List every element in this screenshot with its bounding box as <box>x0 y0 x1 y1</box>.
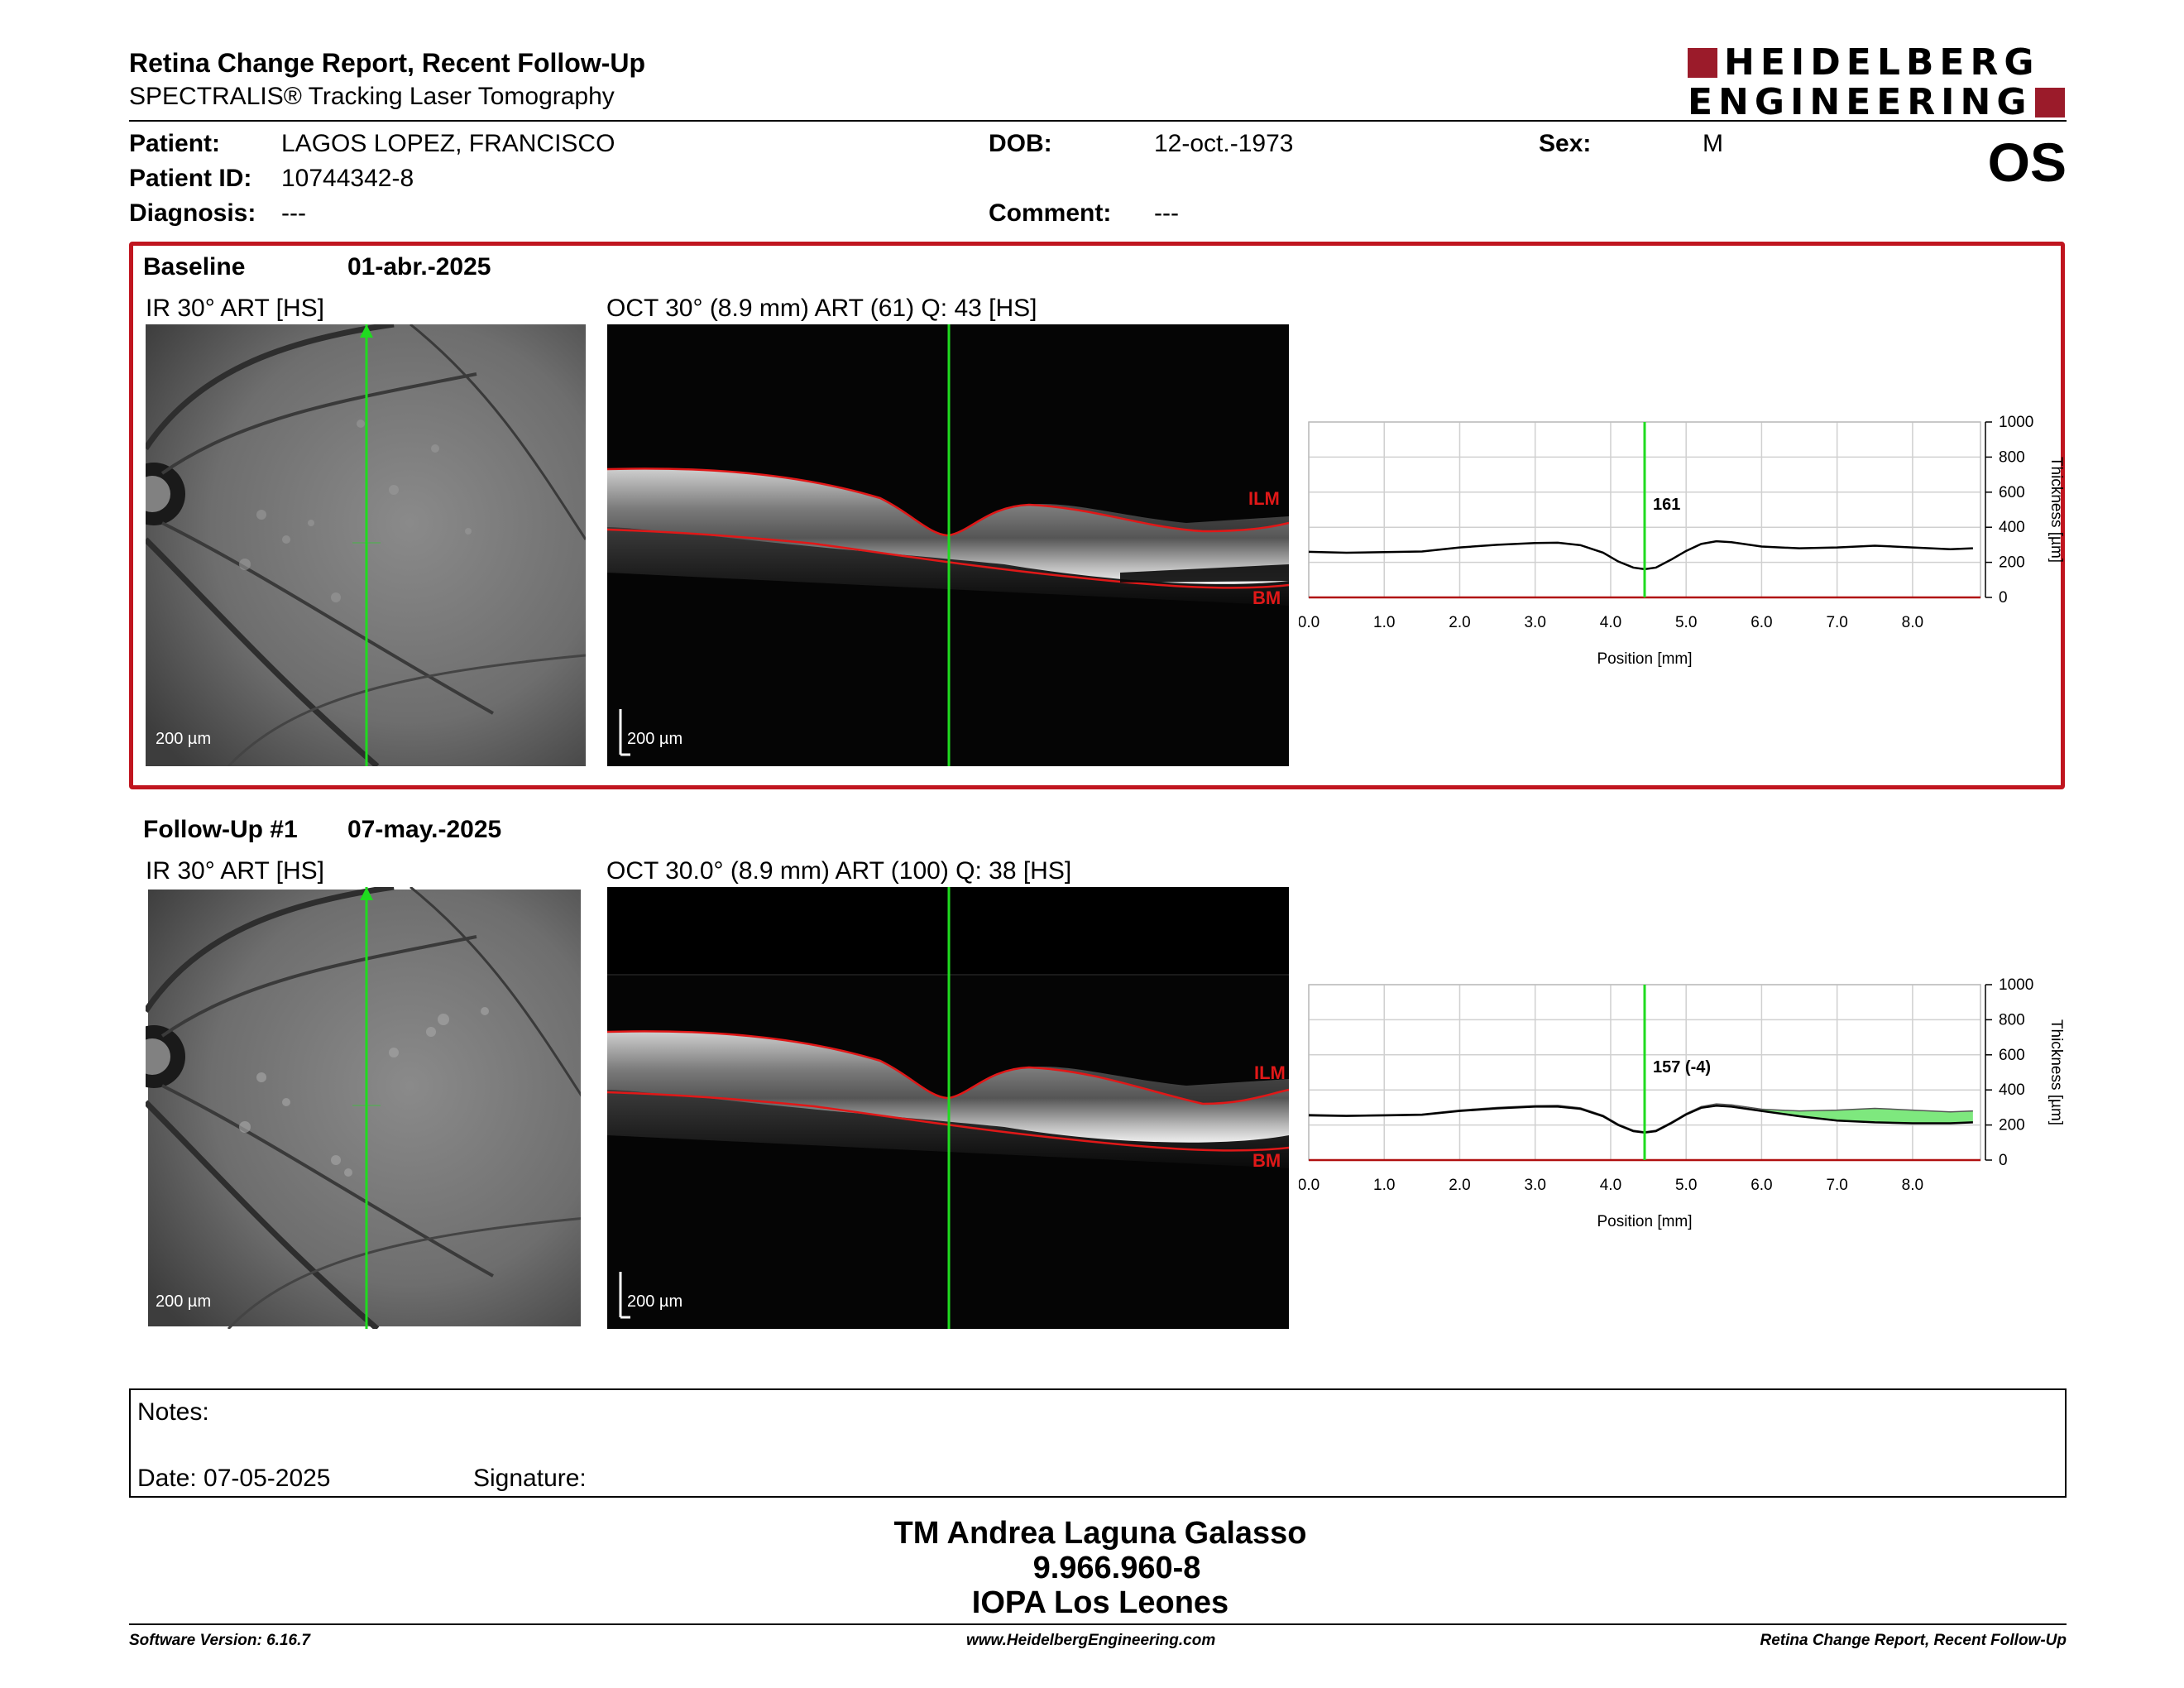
x-axis-label: Position [mm] <box>1597 1213 1692 1230</box>
baseline-oct-scale-bar: 200 µm <box>627 730 683 748</box>
baseline-highlight-box <box>129 242 2065 789</box>
followup-bm-label: BM <box>1252 1150 1281 1171</box>
baseline-oct-bscan-image[interactable]: ILM BM 200 µm <box>607 324 1289 766</box>
comment-label: Comment: <box>989 199 1112 227</box>
signer-institution: IOPA Los Leones <box>971 1585 1229 1620</box>
x-tick-label: 3.0 <box>1524 614 1545 631</box>
x-tick-label: 3.0 <box>1524 1177 1545 1194</box>
signer-name: TM Andrea Laguna Galasso <box>893 1516 1307 1551</box>
signature-label: Signature: <box>473 1465 587 1492</box>
y-tick-label: 200 <box>1999 1117 2025 1134</box>
patient-id-label: Patient ID: <box>129 165 252 192</box>
y-tick-label: 600 <box>1999 1047 2025 1064</box>
followup-thickness-chart[interactable]: 0.0 1.0 2.0 3.0 4.0 5.0 6.0 7.0 8.0 0 200 400 600 800… <box>1299 968 2093 1241</box>
logo-square-icon <box>2035 88 2065 117</box>
y-tick-label: 400 <box>1999 519 2025 536</box>
header-divider <box>129 120 2067 122</box>
x-tick-label: 0.0 <box>1299 614 1320 631</box>
marker-value-label: 161 <box>1653 496 1680 514</box>
thickness-series-line <box>1308 1105 1973 1134</box>
notes-label: Notes: <box>137 1398 209 1426</box>
y-tick-label: 800 <box>1999 1011 2025 1029</box>
x-tick-label: 6.0 <box>1751 614 1772 631</box>
baseline-label: Baseline <box>143 253 246 281</box>
x-tick-label: 0.0 <box>1299 1177 1320 1194</box>
y-tick-label: 800 <box>1999 448 2025 466</box>
baseline-ir-fundus-image[interactable]: 200 µm <box>146 324 586 766</box>
x-tick-label: 2.0 <box>1449 1177 1470 1194</box>
diagnosis-label: Diagnosis: <box>129 199 256 227</box>
followup-oct-title: OCT 30.0° (8.9 mm) ART (100) Q: 38 [HS] <box>606 857 1072 885</box>
followup-ir-fundus-image[interactable]: 200 µm <box>146 887 586 1329</box>
x-tick-label: 5.0 <box>1675 1177 1697 1194</box>
thinning-area <box>1761 1108 1973 1124</box>
followup-ir-scale-bar: 200 µm <box>156 1292 212 1311</box>
comment-value: --- <box>1154 199 1179 227</box>
patient-label: Patient: <box>129 130 221 157</box>
software-version: Software Version: 6.16.7 <box>129 1632 310 1649</box>
thickness-series-line <box>1308 539 1973 571</box>
dob-label: DOB: <box>989 130 1052 157</box>
baseline-date: 01-abr.-2025 <box>347 253 491 281</box>
x-tick-label: 4.0 <box>1600 614 1621 631</box>
x-tick-label: 6.0 <box>1751 1177 1772 1194</box>
x-tick-label: 7.0 <box>1826 1177 1847 1194</box>
footer-report-name: Retina Change Report, Recent Follow-Up <box>1760 1632 2067 1649</box>
followup-oct-bscan-image[interactable]: ILM BM 200 µm <box>607 887 1289 1329</box>
marker-value-label: 157 (-4) <box>1653 1058 1711 1077</box>
report-title: Retina Change Report, Recent Follow-Up <box>129 48 646 78</box>
followup-label: Follow-Up #1 <box>143 816 298 843</box>
baseline-thickness-chart[interactable]: 0.0 1.0 2.0 3.0 4.0 5.0 6.0 7.0 8.0 0 200 400 600 800… <box>1299 405 2093 679</box>
y-tick-label: 0 <box>1999 1152 2008 1169</box>
y-tick-label: 400 <box>1999 1081 2025 1099</box>
y-axis-label: Thickness [µm] <box>2048 457 2065 563</box>
notes-date: Date: 07-05-2025 <box>137 1465 331 1492</box>
dob-value: 12-oct.-1973 <box>1154 130 1294 157</box>
y-tick-label: 600 <box>1999 484 2025 501</box>
diagnosis-value: --- <box>281 199 306 227</box>
y-tick-label: 200 <box>1999 554 2025 572</box>
logo-square-icon <box>1688 48 1717 78</box>
notes-box[interactable]: Notes: Date: 07-05-2025 Signature: <box>129 1388 2067 1498</box>
x-axis-label: Position [mm] <box>1597 650 1692 668</box>
website-link[interactable]: www.HeidelbergEngineering.com <box>966 1632 1216 1649</box>
patient-id: 10744342-8 <box>281 165 414 192</box>
baseline-bm-label: BM <box>1252 587 1281 608</box>
sex-value: M <box>1703 130 1723 157</box>
followup-ilm-label: ILM <box>1254 1062 1286 1083</box>
heidelberg-logo: HEIDELBERG ENGINEERING <box>1688 43 2067 121</box>
x-tick-label: 8.0 <box>1902 614 1923 631</box>
x-tick-label: 4.0 <box>1600 1177 1621 1194</box>
signer-id: 9.966.960-8 <box>1032 1551 1201 1585</box>
report-subtitle: SPECTRALIS® Tracking Laser Tomography <box>129 83 615 110</box>
x-tick-label: 8.0 <box>1902 1177 1923 1194</box>
eye-indicator: OS <box>1987 132 2067 193</box>
baseline-ir-scale-bar: 200 µm <box>156 730 212 748</box>
followup-ir-title: IR 30° ART [HS] <box>146 857 324 885</box>
sex-label: Sex: <box>1539 130 1592 157</box>
baseline-ir-title: IR 30° ART [HS] <box>146 295 324 322</box>
x-tick-label: 7.0 <box>1826 614 1847 631</box>
footer-divider <box>129 1623 2067 1625</box>
y-tick-label: 1000 <box>1999 976 2033 994</box>
y-tick-label: 0 <box>1999 589 2008 607</box>
x-tick-label: 2.0 <box>1449 614 1470 631</box>
followup-date: 07-may.-2025 <box>347 816 502 843</box>
followup-oct-scale-bar: 200 µm <box>627 1292 683 1311</box>
baseline-oct-title: OCT 30° (8.9 mm) ART (61) Q: 43 [HS] <box>606 295 1037 322</box>
patient-name: LAGOS LOPEZ, FRANCISCO <box>281 130 615 157</box>
x-tick-label: 1.0 <box>1373 614 1395 631</box>
x-tick-label: 5.0 <box>1675 614 1697 631</box>
x-tick-label: 1.0 <box>1373 1177 1395 1194</box>
y-tick-label: 1000 <box>1999 414 2033 431</box>
baseline-ilm-label: ILM <box>1248 488 1280 509</box>
y-axis-label: Thickness [µm] <box>2048 1019 2065 1125</box>
